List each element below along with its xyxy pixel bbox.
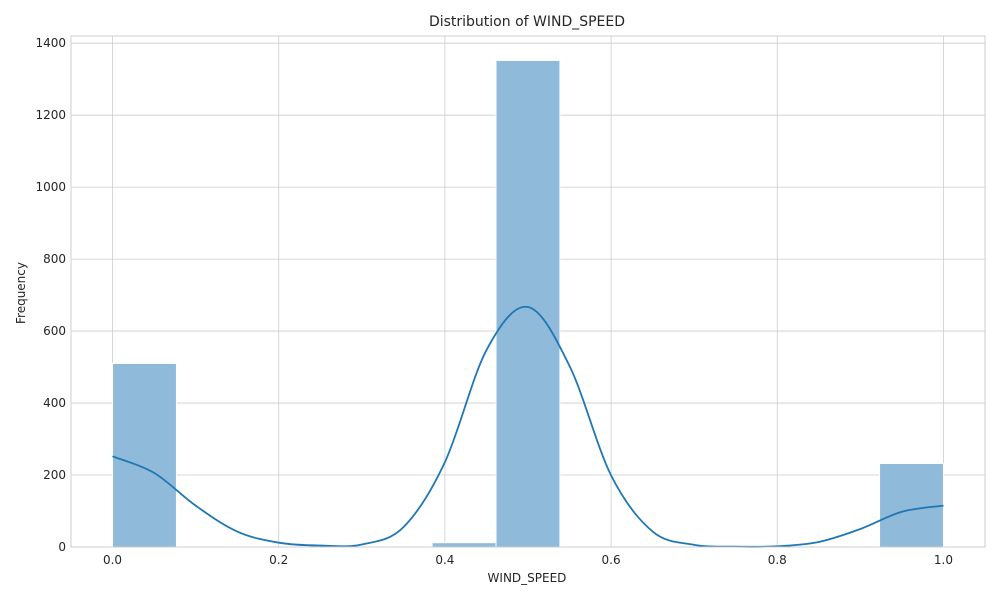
histogram-bar xyxy=(495,59,561,548)
x-tick-label: 1.0 xyxy=(934,553,953,567)
y-tick-label: 800 xyxy=(43,252,66,266)
histogram-bar xyxy=(879,463,944,548)
x-tick-label: 0.8 xyxy=(768,553,787,567)
kde-curve xyxy=(112,306,944,548)
plot-frame xyxy=(70,35,986,548)
histogram-bar xyxy=(431,542,497,548)
x-tick-label: 0.2 xyxy=(269,553,288,567)
y-tick-label: 200 xyxy=(43,468,66,482)
x-tick-label: 0.4 xyxy=(435,553,454,567)
x-axis-ticks: 0.0 0.2 0.4 0.6 0.8 1.0 xyxy=(103,553,953,567)
y-axis-ticks: 0 200 400 600 800 1000 1200 1400 xyxy=(35,36,66,554)
y-tick-label: 0 xyxy=(58,540,66,554)
x-axis-label: WIND_SPEED xyxy=(488,571,567,585)
chart-title: Distribution of WIND_SPEED xyxy=(429,14,625,30)
y-tick-label: 1200 xyxy=(35,108,66,122)
histogram-bar xyxy=(112,362,177,548)
x-tick-label: 0.0 xyxy=(103,553,122,567)
y-tick-label: 1400 xyxy=(35,36,66,50)
histogram-bars xyxy=(112,59,944,548)
y-axis-label: Frequency xyxy=(14,262,28,324)
y-tick-label: 1000 xyxy=(35,180,66,194)
y-tick-label: 400 xyxy=(43,396,66,410)
y-tick-label: 600 xyxy=(43,324,66,338)
x-tick-label: 0.6 xyxy=(602,553,621,567)
